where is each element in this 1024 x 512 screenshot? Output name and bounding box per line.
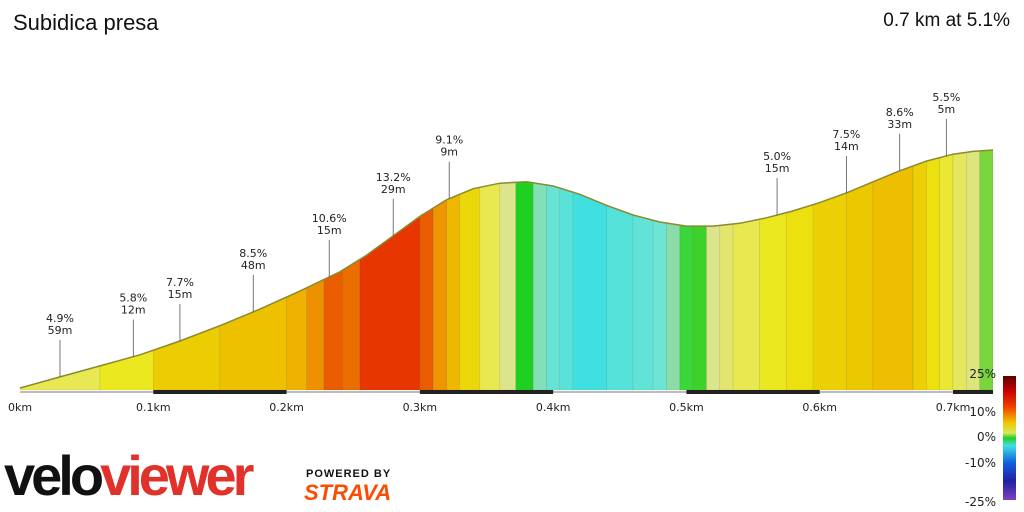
annotation-grade: 8.6% — [886, 106, 914, 119]
grade-legend-ticks: 25% 10% 0% -10% -25% — [965, 367, 996, 509]
grade-segment — [342, 258, 361, 391]
grade-segment — [306, 279, 325, 391]
logo-viewer: viewer — [100, 444, 254, 507]
annotation-length: 15m — [765, 162, 790, 175]
annotation-length: 15m — [317, 224, 342, 237]
x-axis-bar — [153, 390, 287, 394]
grade-segment — [812, 192, 847, 391]
annotation-length: 12m — [121, 304, 146, 317]
x-axis-bar — [419, 390, 554, 394]
annotation-length: 9m — [440, 146, 458, 159]
annotation-grade: 5.8% — [119, 292, 147, 305]
annotation-length: 33m — [887, 118, 912, 131]
annotation-grade: 10.6% — [312, 212, 347, 225]
grade-segment — [432, 199, 447, 391]
grade-segment — [692, 225, 707, 391]
grade-segment — [532, 182, 547, 391]
x-tick-label: 0.2km — [269, 401, 304, 414]
annotation-grade: 7.7% — [166, 276, 194, 289]
x-axis-bar — [686, 390, 820, 394]
grade-segment — [359, 215, 421, 391]
annotation-length: 48m — [241, 259, 266, 272]
grade-segment — [479, 182, 501, 391]
grade-segment — [99, 349, 154, 391]
grade-segment — [419, 207, 434, 391]
x-tick-label: 0.6km — [802, 401, 837, 414]
legend-tick-label: 10% — [969, 405, 996, 419]
annotation-length: 59m — [48, 324, 73, 337]
grade-segment — [706, 225, 721, 391]
legend-tick-label: 25% — [969, 367, 996, 381]
x-tick-label: 0.4km — [536, 401, 571, 414]
profile-outline — [19, 149, 994, 389]
x-tick-label: 0.5km — [669, 401, 704, 414]
segment-title: Subidica presa — [13, 10, 159, 35]
grade-segment — [719, 223, 734, 391]
x-axis-bars — [153, 390, 993, 394]
annotation-length: 15m — [168, 288, 193, 301]
legend-tick-label: -10% — [965, 456, 996, 470]
x-tick-label: 0.3km — [403, 401, 438, 414]
grade-segment — [606, 204, 634, 391]
x-tick-label: 0.1km — [136, 401, 171, 414]
grade-segment — [446, 193, 461, 391]
grade-segment — [965, 150, 981, 391]
grade-segment — [872, 165, 914, 391]
segment-summary: 0.7 km at 5.1% — [883, 10, 1010, 31]
annotation-grade: 4.9% — [46, 312, 74, 325]
annotation-grade: 7.5% — [832, 128, 860, 141]
annotation-length: 5m — [937, 103, 955, 116]
x-tick-label: 0km — [8, 401, 32, 414]
logo-velo: velo — [4, 444, 104, 507]
grade-segment — [153, 325, 221, 391]
grade-segment — [679, 224, 694, 391]
grade-segment — [323, 269, 343, 391]
grade-segment — [286, 287, 307, 391]
grade-segment — [515, 181, 534, 391]
x-axis-ticks: 0km 0.1km 0.2km 0.3km 0.4km 0.5km 0.6km 0.7km — [8, 401, 970, 414]
grade-segment — [939, 153, 954, 391]
x-axis-bar — [953, 390, 993, 394]
grade-segment — [846, 181, 874, 391]
grade-segment — [652, 219, 667, 391]
grade-segment — [979, 149, 994, 391]
grade-segment — [759, 212, 787, 391]
powered-by-label: POWERED BY — [306, 468, 392, 480]
grade-legend-bar — [1003, 376, 1016, 500]
annotation-length: 29m — [381, 183, 406, 196]
grade-segment — [732, 218, 761, 391]
grade-segment — [559, 187, 574, 391]
annotation-grade: 13.2% — [376, 171, 411, 184]
grade-segment — [912, 160, 927, 391]
grade-segment — [632, 214, 654, 391]
grade-segment — [546, 184, 561, 391]
annotation-grade: 8.5% — [239, 247, 267, 260]
annotation-grade: 5.5% — [932, 91, 960, 104]
grade-annotations: 4.9%59m5.8%12m7.7%15m8.5%48m10.6%15m13.2… — [46, 91, 960, 377]
x-tick-label: 0.7km — [936, 401, 971, 414]
grade-segment — [952, 151, 967, 391]
strava-logo[interactable]: STRAVA — [304, 480, 392, 505]
grade-segment — [666, 222, 681, 391]
grade-segment — [572, 191, 607, 391]
legend-tick-label: -25% — [965, 495, 996, 509]
veloviewer-logo[interactable]: veloviewer — [4, 448, 254, 504]
annotation-grade: 5.0% — [763, 150, 791, 163]
grade-segment — [926, 157, 941, 391]
grade-segment — [459, 187, 481, 391]
annotation-length: 14m — [834, 140, 859, 153]
grade-segment — [786, 204, 814, 391]
grade-segments — [19, 149, 994, 391]
annotation-grade: 9.1% — [435, 134, 463, 147]
legend-tick-label: 0% — [977, 430, 996, 444]
grade-segment — [499, 182, 517, 391]
